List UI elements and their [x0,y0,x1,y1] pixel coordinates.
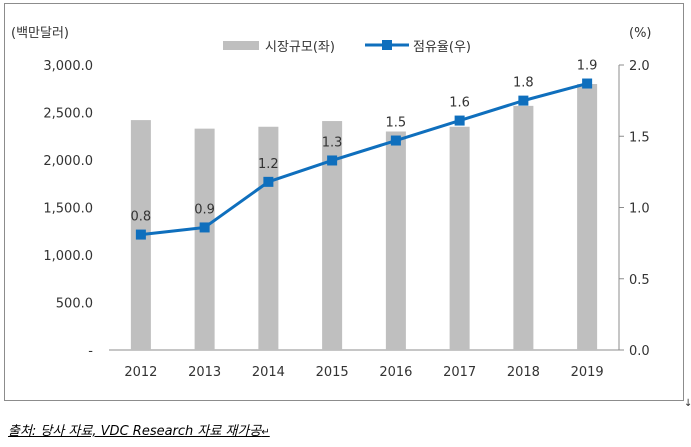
tick-labels: 0.8 0.9 1.2 1.3 1.5 1.6 1.8 1.9 - 500.0 1,000.0 1,5… [11,26,652,380]
left-tick-label: 500.0 [56,297,93,312]
data-label: 0.9 [194,202,215,217]
point-marker [135,229,146,240]
point-marker [582,78,593,89]
bar [513,105,534,350]
legend-label-line: 점유율(우) [413,40,471,55]
point-marker [199,222,210,233]
left-tick-label: 1,000.0 [43,249,93,264]
point-marker [263,176,274,187]
bar [385,131,406,350]
right-tick-label: 2.0 [629,59,650,74]
legend-label-bar: 시장규모(좌) [265,40,335,55]
left-tick-label: 3,000.0 [43,59,93,74]
chart: 0.8 0.9 1.2 1.3 1.5 1.6 1.8 1.9 - 500.0 1,000.0 1,5… [11,26,652,380]
bar [577,84,598,350]
left-axis-unit: (백만달러) [11,26,69,41]
point-marker [454,115,465,126]
left-tick-label: - [88,344,93,359]
right-tick-label: 1.0 [629,202,650,217]
bar [449,126,470,350]
x-tick-label: 2012 [124,365,157,380]
data-label: 1.9 [577,59,598,74]
point-marker [390,135,401,146]
x-tick-label: 2014 [252,365,285,380]
chart-frame: 0.8 0.9 1.2 1.3 1.5 1.6 1.8 1.9 - 500.0 1,000.0 1,5… [4,3,684,401]
x-tick-label: 2015 [316,365,349,380]
return-mark: ↵ [261,427,270,438]
legend: 시장규모(좌) 점유율(우) [223,40,471,55]
axes [109,64,624,351]
data-label: 1.6 [449,96,470,111]
left-tick-label: 2,500.0 [43,107,93,122]
right-axis-unit: (%) [629,26,652,41]
bar [194,128,215,350]
page-marker: ↓ [684,398,691,409]
line-series [135,78,593,240]
bar [322,121,343,350]
right-tick-label: 0.0 [629,344,650,359]
x-tick-label: 2013 [188,365,221,380]
point-marker [327,155,338,166]
data-label: 1.2 [258,157,279,172]
series-line [140,82,588,237]
right-tick-label: 1.5 [629,130,650,145]
right-tick-label: 0.5 [629,273,650,288]
left-tick-label: 2,000.0 [43,154,93,169]
x-tick-label: 2017 [443,365,476,380]
data-label: 1.3 [322,135,343,150]
x-tick-label: 2016 [379,365,412,380]
x-tick-label: 2018 [507,365,540,380]
data-label: 1.5 [386,116,407,131]
x-tick-label: 2019 [571,365,604,380]
source-note: 출처: 당사 자료, VDC Research 자료 재가공↵ [8,420,270,439]
legend-swatch-bar [223,41,259,50]
data-label: 0.8 [131,210,152,225]
left-tick-label: 1,500.0 [43,202,93,217]
data-label: 1.8 [513,76,534,91]
point-marker [518,95,529,106]
source-text: 출처: 당사 자료, VDC Research 자료 재가공 [8,424,262,439]
legend-swatch-marker [382,40,392,50]
